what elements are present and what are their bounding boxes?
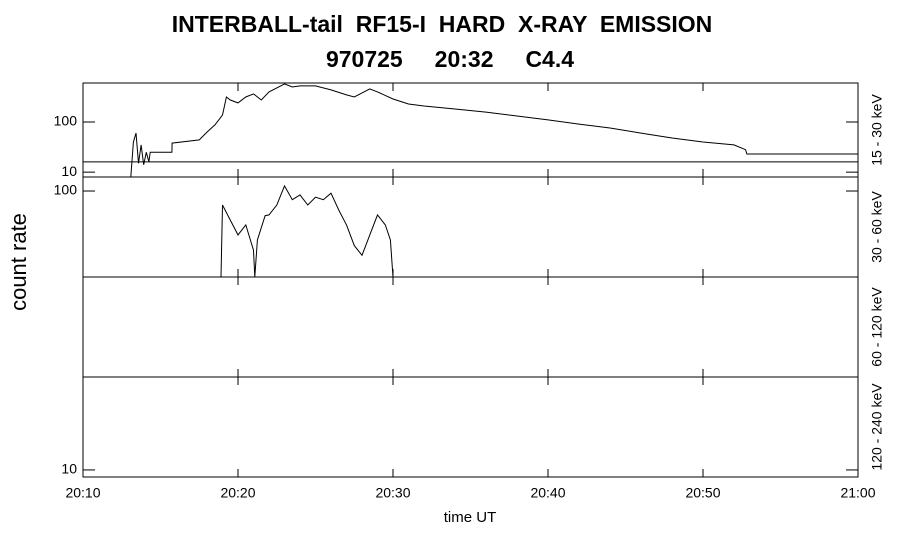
x-tick-label: 21:00 xyxy=(840,485,875,501)
panel-frame xyxy=(82,376,859,478)
chart-title: INTERBALL-tail RF15-I HARD X-RAY EMISSIO… xyxy=(172,11,713,37)
panel-label: 30 - 60 keV xyxy=(869,191,885,263)
y-tick-label: 100 xyxy=(54,182,78,198)
x-tick-label: 20:50 xyxy=(685,485,720,501)
x-tick-label: 20:40 xyxy=(530,485,565,501)
x-tick-label: 20:10 xyxy=(65,485,100,501)
x-axis-label: time UT xyxy=(444,509,497,526)
count-rate-line xyxy=(130,83,858,178)
count-rate-line xyxy=(220,184,394,278)
panel-label: 15 - 30 keV xyxy=(869,94,885,166)
x-tick-label: 20:30 xyxy=(375,485,410,501)
panel-label: 60 - 120 keV xyxy=(869,287,885,367)
y-tick-label: 10 xyxy=(61,461,77,477)
x-tick-label: 20:20 xyxy=(220,485,255,501)
y-tick-label: 10 xyxy=(61,163,77,179)
panel-label: 120 - 240 keV xyxy=(869,383,885,471)
panel-frame xyxy=(82,276,859,378)
chart-subtitle: 970725 20:32 C4.4 xyxy=(326,46,574,72)
panel-frame xyxy=(82,82,859,178)
y-tick-label: 100 xyxy=(54,113,78,129)
y-axis-label: count rate xyxy=(6,213,31,311)
panel-frame xyxy=(82,176,859,278)
